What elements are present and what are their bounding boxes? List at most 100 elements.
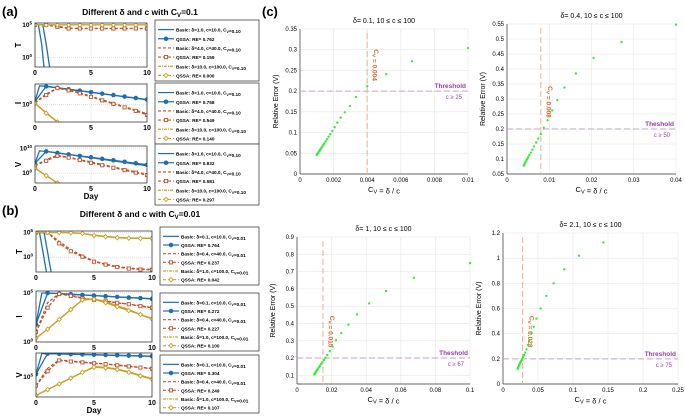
legend-marker — [163, 135, 169, 142]
data-point — [138, 295, 143, 301]
panel-label-c: (c) — [262, 4, 278, 19]
data-point — [334, 339, 338, 342]
data-point — [347, 323, 350, 326]
data-point — [620, 40, 623, 44]
x-tick-label: 0.15 — [602, 388, 614, 394]
data-point — [44, 386, 51, 393]
data-point — [537, 137, 540, 140]
y-tick-label: 0.25 — [285, 68, 297, 74]
data-point — [138, 365, 143, 370]
x-tick-label: 5 — [89, 70, 93, 77]
legend-marker — [163, 55, 169, 60]
panel-a-title-sub: V — [177, 13, 181, 19]
legend-label: QSSA: RE= 0.140 — [176, 136, 215, 141]
data-point — [111, 101, 116, 106]
panel-b-title: Different δ and c with CV=0.01 — [80, 209, 201, 221]
legend-label: QSSA: RE= 0.832 — [176, 161, 215, 166]
series-group — [36, 291, 152, 341]
y-tick-label: 0.35 — [285, 27, 297, 33]
data-point — [546, 119, 549, 122]
data-point — [65, 23, 72, 28]
data-point — [339, 116, 342, 119]
legend-marker — [163, 72, 169, 79]
data-point — [556, 99, 559, 102]
x-tick-label: 10 — [143, 186, 151, 193]
threshold-label: Threshold — [435, 83, 466, 90]
data-point — [126, 307, 132, 314]
data-point — [531, 148, 534, 151]
legend-label: QSSA: RE= 0.758 — [176, 100, 215, 105]
data-point — [57, 358, 62, 363]
data-point — [77, 153, 83, 159]
axes-box — [35, 230, 153, 273]
data-point — [137, 235, 144, 242]
data-point — [535, 317, 538, 320]
data-point — [532, 145, 536, 148]
x-tick-label: 0.006 — [393, 178, 409, 184]
x-tick-label: 0 — [298, 178, 302, 184]
x-tick-label: 0 — [34, 345, 38, 352]
x-tick-label: 5 — [89, 186, 93, 193]
y-tick-label: 105 — [22, 20, 32, 29]
data-point — [122, 159, 127, 165]
data-point — [77, 158, 82, 163]
data-point — [68, 249, 73, 254]
panel-b-title-sub: V — [175, 215, 179, 221]
data-point — [325, 138, 329, 141]
data-point — [68, 375, 74, 382]
y-tick-label: 0.1 — [289, 131, 298, 137]
data-point — [331, 345, 334, 348]
threshold-label: Theshold — [439, 350, 468, 357]
x-tick-label: 0 — [505, 178, 509, 184]
legend-label: Basic: δ=0.1, c=10.0, CV=0.01 — [181, 362, 246, 369]
y-tick-label: 0.3 — [496, 97, 505, 103]
y-axis-label: Relative Error (V) — [270, 283, 277, 337]
threshold-label: Threshold — [645, 351, 676, 358]
data-point — [322, 358, 326, 362]
legend-marker — [163, 196, 169, 203]
legend: Basic: δ=0.1, c=10.0, CV=0.01 QSSA: RE= 0… — [159, 226, 260, 286]
legend-label: QSSA: RE= 0.762 — [176, 37, 215, 42]
data-point — [326, 353, 329, 357]
data-point — [528, 338, 531, 342]
x-tick-label: 5 — [92, 275, 96, 282]
chart-a-T: 0 5 10 105 100 T Basic: δ=1.0, c=10.0, CV=0.10… — [14, 19, 260, 82]
legend-label: QSSA: RE= 0.297 — [176, 197, 215, 202]
data-point — [320, 362, 323, 366]
x-tick-label: 5 — [89, 125, 93, 132]
data-point — [57, 291, 62, 296]
data-point — [126, 364, 131, 369]
data-point — [102, 364, 109, 371]
y-tick-label: 0.8 — [286, 252, 295, 258]
legend-label: QSSA: RE= 0.581 — [176, 179, 215, 184]
data-point — [77, 91, 82, 96]
x-tick-label: 0.08 — [430, 388, 442, 394]
data-point — [99, 91, 105, 96]
axes-box — [35, 352, 153, 398]
series-group — [36, 353, 152, 397]
data-point — [103, 262, 108, 267]
data-point — [577, 254, 581, 257]
x-tick-label: 10 — [148, 400, 156, 407]
y-tick-label: 1.2 — [492, 231, 501, 237]
data-point — [133, 170, 138, 175]
data-point — [114, 294, 120, 300]
data-point — [149, 316, 152, 322]
data-point — [602, 241, 605, 244]
data-point — [522, 353, 526, 357]
data-point — [126, 266, 131, 271]
x-tick-label: 0.1 — [466, 388, 475, 394]
legend: Basic: δ=0.1, c=10.0, CV=0.01 QSSA: RE= 0… — [159, 354, 260, 414]
x-tick-label: 10 — [148, 275, 156, 282]
x-tick-label: 0.04 — [670, 178, 682, 184]
data-point — [526, 157, 529, 161]
legend-marker — [168, 276, 174, 283]
y-tick-label: 0.15 — [285, 110, 297, 116]
y-tick-label: 105 — [23, 288, 33, 297]
data-point — [384, 289, 388, 293]
y-tick-label: 100 — [22, 100, 32, 109]
y-tick-label: 0.2 — [492, 357, 501, 363]
